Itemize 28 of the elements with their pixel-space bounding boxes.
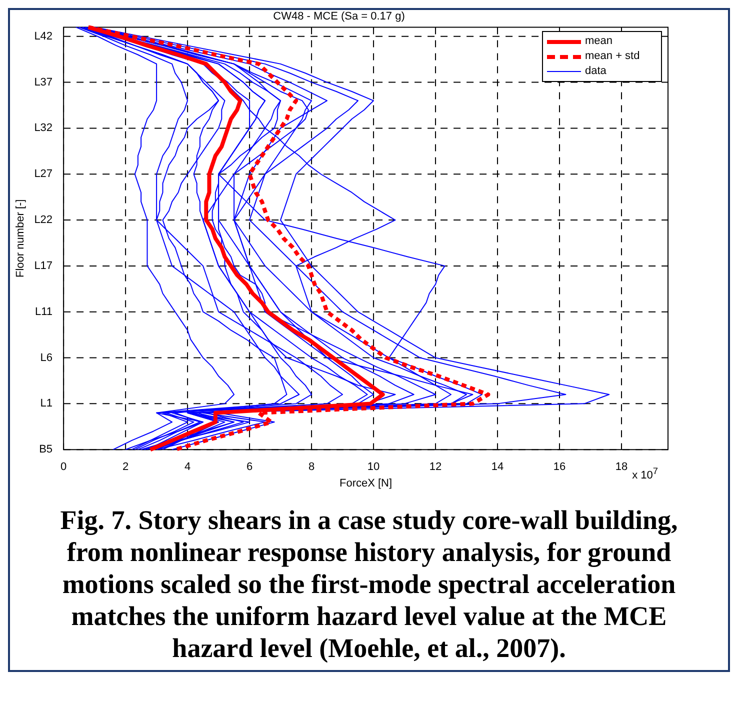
x-tick-label: 8 [308, 461, 315, 474]
x-tick-label: 0 [60, 461, 67, 474]
legend-label: mean [585, 34, 613, 50]
x-tick-label: 6 [246, 461, 253, 474]
x-tick-label: 18 [615, 461, 628, 474]
x-tick-label: 10 [367, 461, 380, 474]
x-axis-title: ForceX [N] [339, 477, 392, 490]
y-tick-label: L11 [35, 306, 53, 318]
y-tick-label: L27 [34, 168, 53, 180]
x-tick-label: 4 [184, 461, 191, 474]
y-tick-label: L6 [40, 352, 53, 364]
x-tick-label: 14 [491, 461, 504, 474]
y-tick-label: L37 [34, 76, 53, 88]
y-tick-label: B5 [39, 444, 53, 456]
x-tick-label: 12 [429, 461, 442, 474]
y-tick-label: L32 [34, 122, 53, 134]
text: x 10$^{7}$ [632, 466, 658, 482]
legend-label: data [585, 64, 606, 80]
y-tick-label: L42 [34, 30, 53, 42]
y-tick-label: L17 [34, 260, 53, 272]
caption: Fig. 7. Story shears in a case study core-wall building, from nonlinear response history analysis, for ground motions scaled so the first-mode spectral acceleration matches the uniform hazard level value at the MCE hazard level (Moehle, et al., 2007). [59, 504, 679, 665]
chart-title: CW48 - MCE (Sa = 0.17 g) [273, 10, 405, 23]
y-tick-label: L22 [34, 214, 53, 226]
y-tick-label: L1 [40, 398, 53, 410]
x-tick-label: 2 [122, 461, 129, 474]
legend-label: mean + std [585, 49, 640, 64]
x-tick-label: 16 [553, 461, 566, 474]
y-axis-title: Floor number [-] [14, 199, 27, 278]
